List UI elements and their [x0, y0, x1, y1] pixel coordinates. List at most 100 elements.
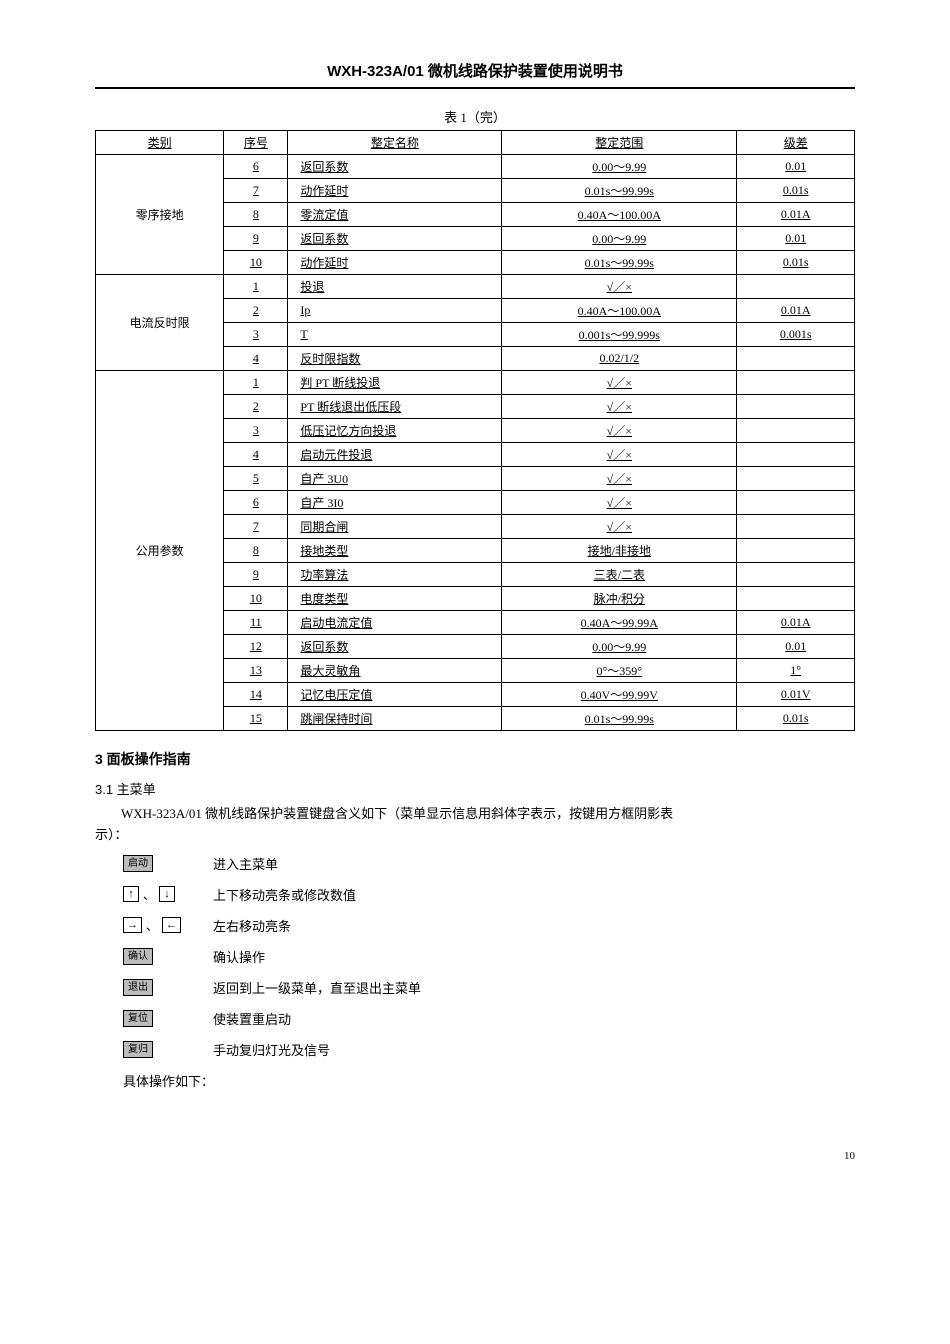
name-cell: 动作延时: [288, 251, 502, 275]
key-row: 确认确认操作: [123, 947, 855, 966]
key-visual: 确认: [123, 948, 213, 965]
section-3-heading: 3 面板操作指南: [95, 749, 855, 769]
key-row: 复位 使装置重启动: [123, 1009, 855, 1028]
key-button: ↓: [159, 886, 175, 902]
grade-cell: [737, 563, 855, 587]
seq-cell: 1: [224, 275, 288, 299]
name-cell: 反时限指数: [288, 347, 502, 371]
key-list: 启动进入主菜单↑、↓上下移动亮条或修改数值→、←左右移动亮条确认确认操作退出返回…: [123, 854, 855, 1059]
key-visual: 退出: [123, 979, 213, 996]
seq-cell: 6: [224, 491, 288, 515]
range-cell: 接地/非接地: [502, 539, 737, 563]
key-description: 返回到上一级菜单，直至退出主菜单: [213, 978, 421, 997]
grade-cell: 0.01: [737, 635, 855, 659]
grade-cell: [737, 395, 855, 419]
key-button: 启动: [123, 855, 153, 872]
grade-cell: 0.01A: [737, 203, 855, 227]
range-cell: 0.40A～99.99A: [502, 611, 737, 635]
settings-table: 类别 序号 整定名称 整定范围 级差 零序接地6返回系数0.00～9.990.0…: [95, 130, 855, 731]
seq-cell: 9: [224, 227, 288, 251]
key-button: 复位: [123, 1010, 153, 1027]
seq-cell: 8: [224, 203, 288, 227]
range-cell: √／×: [502, 395, 737, 419]
intro-text-line2: 示）：: [95, 825, 855, 846]
range-cell: √／×: [502, 467, 737, 491]
name-cell: 判 PT 断线投退: [288, 371, 502, 395]
range-cell: √／×: [502, 371, 737, 395]
grade-cell: 0.01: [737, 227, 855, 251]
name-cell: PT 断线退出低压段: [288, 395, 502, 419]
seq-cell: 6: [224, 155, 288, 179]
grade-cell: 0.01A: [737, 299, 855, 323]
grade-cell: [737, 419, 855, 443]
key-description: 上下移动亮条或修改数值: [213, 885, 356, 904]
grade-cell: [737, 491, 855, 515]
document-title: WXH-323A/01 微机线路保护装置使用说明书: [95, 60, 855, 89]
key-visual: ↑、↓: [123, 886, 213, 903]
grade-cell: 0.01s: [737, 707, 855, 731]
name-cell: 投退: [288, 275, 502, 299]
separator: 、: [146, 917, 158, 934]
range-cell: 0.00～9.99: [502, 227, 737, 251]
key-row: ↑、↓上下移动亮条或修改数值: [123, 885, 855, 904]
seq-cell: 2: [224, 395, 288, 419]
col-range: 整定范围: [502, 131, 737, 155]
name-cell: 最大灵敏角: [288, 659, 502, 683]
seq-cell: 3: [224, 419, 288, 443]
range-cell: √／×: [502, 491, 737, 515]
grade-cell: 0.01A: [737, 611, 855, 635]
name-cell: 记忆电压定值: [288, 683, 502, 707]
grade-cell: [737, 275, 855, 299]
grade-cell: 0.01: [737, 155, 855, 179]
grade-cell: 0.01s: [737, 179, 855, 203]
name-cell: T: [288, 323, 502, 347]
category-cell: 零序接地: [96, 155, 224, 275]
col-category: 类别: [96, 131, 224, 155]
category-cell: 电流反时限: [96, 275, 224, 371]
range-cell: √／×: [502, 419, 737, 443]
range-cell: 0.01s～99.99s: [502, 251, 737, 275]
name-cell: Ip: [288, 299, 502, 323]
name-cell: 电度类型: [288, 587, 502, 611]
range-cell: √／×: [502, 275, 737, 299]
table-row: 电流反时限1投退√／×: [96, 275, 855, 299]
name-cell: 动作延时: [288, 179, 502, 203]
table-caption: 表 1（完）: [95, 107, 855, 126]
seq-cell: 13: [224, 659, 288, 683]
key-button: ↑: [123, 886, 139, 902]
table-header-row: 类别 序号 整定名称 整定范围 级差: [96, 131, 855, 155]
range-cell: √／×: [502, 515, 737, 539]
name-cell: 返回系数: [288, 155, 502, 179]
grade-cell: 0.01s: [737, 251, 855, 275]
key-description: 进入主菜单: [213, 854, 278, 873]
col-name: 整定名称: [288, 131, 502, 155]
key-row: →、←左右移动亮条: [123, 916, 855, 935]
key-visual: →、←: [123, 917, 213, 934]
range-cell: 0.01s～99.99s: [502, 179, 737, 203]
seq-cell: 15: [224, 707, 288, 731]
separator: 、: [143, 886, 155, 903]
category-cell: 公用参数: [96, 371, 224, 731]
grade-cell: 0.01V: [737, 683, 855, 707]
name-cell: 返回系数: [288, 635, 502, 659]
key-description: 手动复归灯光及信号: [213, 1040, 330, 1059]
seq-cell: 4: [224, 443, 288, 467]
range-cell: 三表/二表: [502, 563, 737, 587]
grade-cell: [737, 539, 855, 563]
grade-cell: [737, 587, 855, 611]
range-cell: 0.00～9.99: [502, 155, 737, 179]
page-number: 10: [95, 1150, 855, 1162]
col-seq: 序号: [224, 131, 288, 155]
key-button: →: [123, 917, 142, 933]
intro-text-line1: WXH-323A/01 微机线路保护装置键盘含义如下（菜单显示信息用斜体字表示，…: [95, 804, 855, 825]
seq-cell: 8: [224, 539, 288, 563]
range-cell: 0.40V～99.99V: [502, 683, 737, 707]
grade-cell: [737, 443, 855, 467]
grade-cell: 0.001s: [737, 323, 855, 347]
seq-cell: 12: [224, 635, 288, 659]
name-cell: 低压记忆方向投退: [288, 419, 502, 443]
key-description: 使装置重启动: [213, 1009, 291, 1028]
grade-cell: [737, 467, 855, 491]
name-cell: 自产 3U0: [288, 467, 502, 491]
footer-text: 具体操作如下：: [123, 1071, 855, 1090]
